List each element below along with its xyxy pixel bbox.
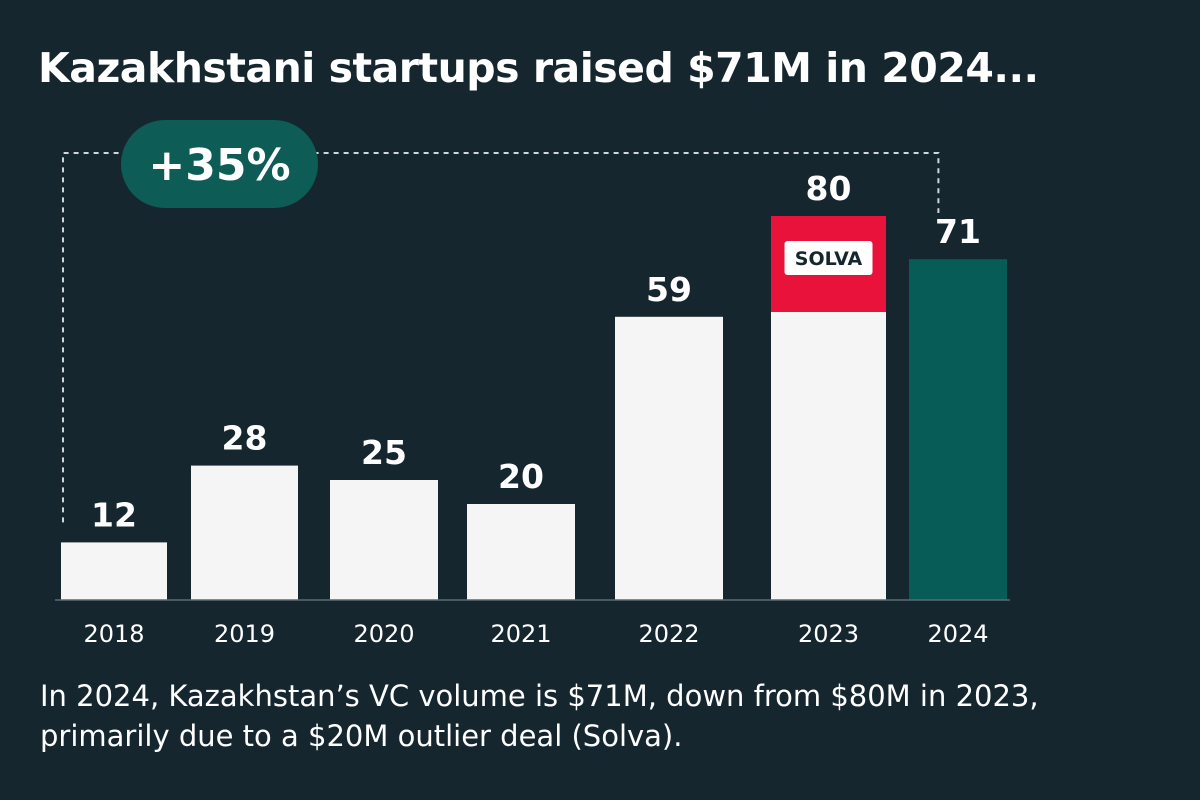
value-label-2018: 12	[91, 495, 137, 534]
tick-label-2023: 2023	[798, 620, 859, 648]
growth-bracket	[62, 152, 940, 523]
value-label-2019: 28	[222, 419, 268, 458]
bar-2019	[191, 465, 298, 600]
growth-pill	[121, 120, 318, 208]
outlier-label: SOLVA	[795, 248, 863, 270]
tick-label-2022: 2022	[638, 620, 699, 648]
growth-annotation: +35%	[62, 120, 940, 523]
value-label-2022: 59	[646, 270, 692, 309]
value-label-2020: 25	[361, 433, 407, 472]
tick-label-2020: 2020	[353, 620, 414, 648]
chart-caption: In 2024, Kazakhstan’s VC volume is $71M,…	[40, 679, 1039, 753]
tick-label-2018: 2018	[83, 620, 144, 648]
bar-2022	[615, 316, 723, 600]
value-label-2021: 20	[498, 457, 544, 496]
tick-label-2019: 2019	[214, 620, 275, 648]
bar-2024	[909, 259, 1007, 600]
bar-2021	[467, 504, 575, 600]
tick-label-2024: 2024	[927, 620, 988, 648]
growth-label: +35%	[148, 140, 290, 191]
bar-2020	[330, 480, 438, 600]
value-label-2023: 80	[806, 169, 852, 208]
bar-2023-base	[771, 312, 886, 600]
tick-label-2021: 2021	[490, 620, 551, 648]
chart-title: Kazakhstani startups raised $71M in 2024…	[38, 44, 1039, 92]
outlier-label-box	[784, 241, 873, 275]
bars: 122018282019252020202021592022SOLVA80202…	[61, 169, 1007, 648]
bar-2018	[61, 542, 167, 600]
value-label-2024: 71	[935, 212, 981, 251]
